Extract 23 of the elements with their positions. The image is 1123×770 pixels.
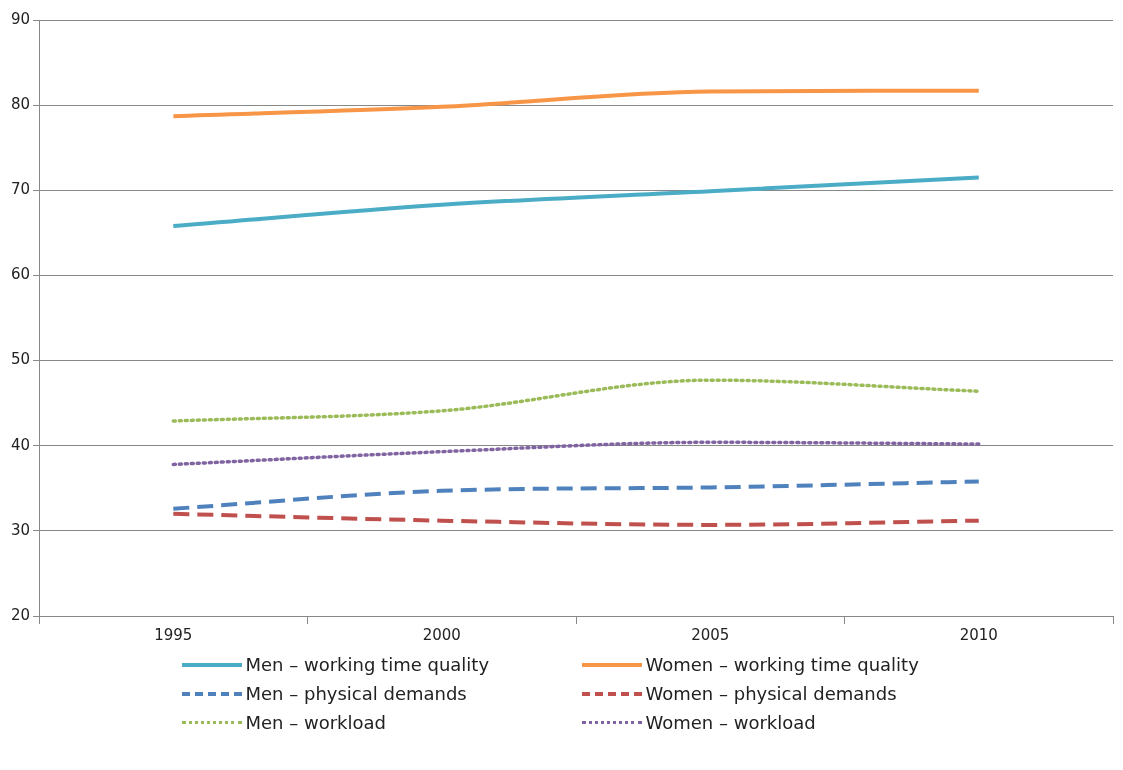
legend-label: Women – working time quality bbox=[645, 654, 919, 675]
legend-label: Women – physical demands bbox=[645, 683, 897, 704]
x-tick-label: 2000 bbox=[422, 625, 461, 644]
line-series bbox=[171, 175, 981, 229]
line-series bbox=[171, 479, 981, 511]
legend-label: Men – workload bbox=[245, 712, 386, 733]
y-tick-label: 20 bbox=[10, 605, 31, 624]
y-tick-label: 50 bbox=[10, 350, 31, 369]
y-tick-label: 80 bbox=[10, 95, 31, 114]
legend-label: Men – physical demands bbox=[245, 683, 467, 704]
x-tick-label: 2005 bbox=[691, 625, 730, 644]
line-series bbox=[171, 88, 981, 119]
y-tick-label: 90 bbox=[10, 9, 31, 28]
legend-label: Women – workload bbox=[645, 712, 816, 733]
legend-label: Men – working time quality bbox=[245, 654, 490, 675]
line-series bbox=[171, 440, 981, 467]
y-tick-label: 70 bbox=[10, 180, 31, 199]
y-tick-label: 60 bbox=[10, 265, 31, 284]
x-tick-label: 2010 bbox=[959, 625, 998, 644]
y-tick-label: 40 bbox=[10, 435, 31, 454]
y-tick-label: 30 bbox=[10, 520, 31, 539]
x-tick-label: 1995 bbox=[154, 625, 193, 644]
line-series bbox=[171, 378, 981, 423]
